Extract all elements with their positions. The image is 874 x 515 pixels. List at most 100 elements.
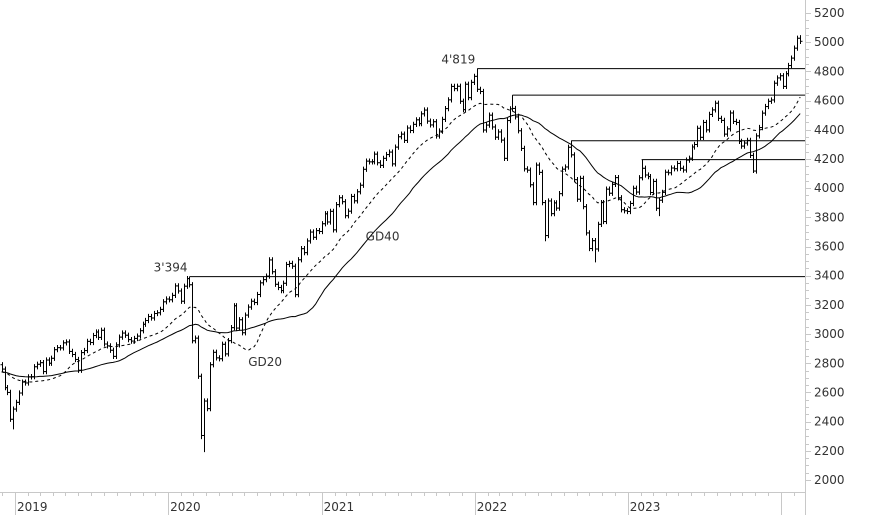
price-bar [502,137,507,161]
price-bar [117,334,122,348]
price-bar [146,313,151,324]
price-bar [143,317,148,327]
x-tick-label: 2019 [17,500,48,514]
price-bar [41,360,46,375]
price-bar [267,257,272,279]
price-bar [417,117,422,127]
y-tick-label: 3000 [814,327,845,341]
price-bar [772,80,777,103]
price-bar [129,336,134,344]
price-bar [590,238,595,252]
price-bar [593,238,598,263]
price-bar [578,175,583,202]
price-bar [478,86,483,95]
price-bar [566,144,571,170]
price-bar [613,174,618,187]
y-tick-label: 2800 [814,356,845,370]
price-bar [88,338,93,346]
price-bar [499,129,504,143]
price-bar [704,119,709,133]
price-bar [687,155,692,163]
price-bar [455,83,460,92]
price-bar [120,330,125,340]
price-bar [352,193,357,204]
price-bar [587,230,592,252]
price-bar [279,284,284,294]
price-bar [786,62,791,77]
price-bar [35,361,40,370]
price-bar [452,83,457,92]
price-bar [384,151,389,161]
price-bar [695,125,700,148]
price-bar [361,166,366,188]
price-bar [510,95,515,112]
ma-line-gd40 [1,113,801,378]
y-tick-label: 2000 [814,473,845,487]
price-bar [731,110,736,125]
y-tick-label: 2400 [814,415,845,429]
ma-label: GD40 [366,230,400,244]
price-bar [358,182,363,195]
price-bar [475,68,480,92]
price-bar [237,317,242,331]
price-bar [243,312,248,336]
price-bar [414,117,419,127]
price-bar [584,204,589,236]
y-tick-label: 2600 [814,385,845,399]
price-bar [302,246,307,256]
price-bar [190,282,195,344]
price-bar [789,55,794,69]
price-bar [149,313,154,321]
price-bar [554,200,559,211]
price-bar [543,199,548,242]
price-bar [681,165,686,173]
price-bar [249,298,254,310]
price-bar [141,321,146,334]
price-bar [622,207,627,214]
price-bar [640,159,645,181]
price-bar [734,118,739,126]
price-bar [757,124,762,139]
price-bar [161,299,166,313]
price-bar [364,158,369,172]
price-bar [246,304,251,318]
price-bar [276,281,281,291]
price-bar [99,327,104,341]
price-bar [634,185,639,195]
x-tick-label: 2022 [477,500,508,514]
y-tick-label: 3800 [814,210,845,224]
price-bar [3,366,8,391]
price-bar [132,335,137,344]
price-bar [675,160,680,172]
price-bar [176,283,181,294]
price-bar [38,360,43,367]
price-bar [754,133,759,174]
price-bar [261,277,266,286]
y-tick-label: 4200 [814,152,845,166]
price-bar [94,329,99,339]
price-bar [375,151,380,166]
price-bar [616,174,621,201]
price-bar [202,398,207,453]
price-bar [91,332,96,346]
price-bar [381,155,386,168]
price-bar [751,152,756,173]
price-bars [0,35,803,453]
price-bar [472,73,477,85]
price-bar [73,351,78,363]
price-bar [387,149,392,158]
price-bar [311,229,316,240]
price-bar [540,169,545,206]
price-bar [199,373,204,440]
price-bar [296,257,301,298]
price-bar [728,110,733,132]
price-bar [581,175,586,210]
price-bar [525,166,530,173]
price-bar [164,296,169,305]
price-bar [601,199,606,225]
price-bar [96,329,101,341]
price-bar [745,137,750,146]
price-bar [713,100,718,113]
price-bar [710,107,715,118]
